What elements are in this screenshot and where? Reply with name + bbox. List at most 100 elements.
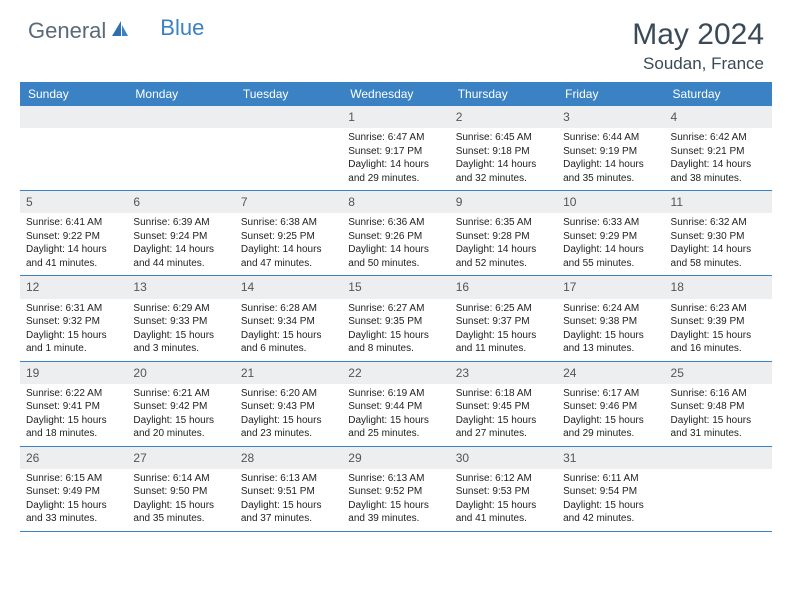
daylight-text: Daylight: 14 hours and 29 minutes.	[348, 158, 443, 185]
empty-day	[127, 106, 234, 128]
day-header: Wednesday	[342, 82, 449, 106]
daylight-text: Daylight: 14 hours and 58 minutes.	[671, 243, 766, 270]
sunrise-text: Sunrise: 6:27 AM	[348, 302, 443, 316]
day-cell: 7Sunrise: 6:38 AMSunset: 9:25 PMDaylight…	[235, 191, 342, 275]
day-number: 23	[450, 362, 557, 384]
daylight-text: Daylight: 15 hours and 39 minutes.	[348, 499, 443, 526]
day-cell: 8Sunrise: 6:36 AMSunset: 9:26 PMDaylight…	[342, 191, 449, 275]
sunset-text: Sunset: 9:49 PM	[26, 485, 121, 499]
daylight-text: Daylight: 15 hours and 27 minutes.	[456, 414, 551, 441]
sunrise-text: Sunrise: 6:47 AM	[348, 131, 443, 145]
day-cell: 5Sunrise: 6:41 AMSunset: 9:22 PMDaylight…	[20, 191, 127, 275]
logo-text-blue: Blue	[160, 15, 204, 41]
day-cell	[665, 447, 772, 531]
day-cell: 13Sunrise: 6:29 AMSunset: 9:33 PMDayligh…	[127, 276, 234, 360]
day-header-row: SundayMondayTuesdayWednesdayThursdayFrid…	[20, 82, 772, 106]
day-header: Monday	[127, 82, 234, 106]
day-number: 26	[20, 447, 127, 469]
sunrise-text: Sunrise: 6:25 AM	[456, 302, 551, 316]
day-cell: 12Sunrise: 6:31 AMSunset: 9:32 PMDayligh…	[20, 276, 127, 360]
sunrise-text: Sunrise: 6:36 AM	[348, 216, 443, 230]
day-number: 21	[235, 362, 342, 384]
header: General Blue May 2024 Soudan, France	[0, 0, 792, 82]
location-text: Soudan, France	[632, 54, 764, 74]
sunrise-text: Sunrise: 6:28 AM	[241, 302, 336, 316]
month-title: May 2024	[632, 18, 764, 52]
day-number: 10	[557, 191, 664, 213]
sunset-text: Sunset: 9:28 PM	[456, 230, 551, 244]
sunset-text: Sunset: 9:51 PM	[241, 485, 336, 499]
day-details: Sunrise: 6:39 AMSunset: 9:24 PMDaylight:…	[127, 213, 234, 275]
day-cell: 20Sunrise: 6:21 AMSunset: 9:42 PMDayligh…	[127, 362, 234, 446]
sunset-text: Sunset: 9:50 PM	[133, 485, 228, 499]
day-details: Sunrise: 6:32 AMSunset: 9:30 PMDaylight:…	[665, 213, 772, 275]
day-cell	[127, 106, 234, 190]
day-details: Sunrise: 6:11 AMSunset: 9:54 PMDaylight:…	[557, 469, 664, 531]
sunset-text: Sunset: 9:32 PM	[26, 315, 121, 329]
sunrise-text: Sunrise: 6:42 AM	[671, 131, 766, 145]
sunrise-text: Sunrise: 6:35 AM	[456, 216, 551, 230]
day-number: 18	[665, 276, 772, 298]
sunset-text: Sunset: 9:18 PM	[456, 145, 551, 159]
day-number: 3	[557, 106, 664, 128]
day-details: Sunrise: 6:35 AMSunset: 9:28 PMDaylight:…	[450, 213, 557, 275]
day-cell: 18Sunrise: 6:23 AMSunset: 9:39 PMDayligh…	[665, 276, 772, 360]
day-cell: 2Sunrise: 6:45 AMSunset: 9:18 PMDaylight…	[450, 106, 557, 190]
day-number: 20	[127, 362, 234, 384]
sunrise-text: Sunrise: 6:39 AM	[133, 216, 228, 230]
day-details: Sunrise: 6:15 AMSunset: 9:49 PMDaylight:…	[20, 469, 127, 531]
day-cell	[20, 106, 127, 190]
day-number: 14	[235, 276, 342, 298]
title-block: May 2024 Soudan, France	[632, 18, 764, 74]
sunrise-text: Sunrise: 6:29 AM	[133, 302, 228, 316]
sunrise-text: Sunrise: 6:12 AM	[456, 472, 551, 486]
day-number: 24	[557, 362, 664, 384]
daylight-text: Daylight: 14 hours and 47 minutes.	[241, 243, 336, 270]
day-number: 12	[20, 276, 127, 298]
day-cell: 9Sunrise: 6:35 AMSunset: 9:28 PMDaylight…	[450, 191, 557, 275]
sunrise-text: Sunrise: 6:45 AM	[456, 131, 551, 145]
daylight-text: Daylight: 15 hours and 33 minutes.	[26, 499, 121, 526]
day-cell: 1Sunrise: 6:47 AMSunset: 9:17 PMDaylight…	[342, 106, 449, 190]
day-details: Sunrise: 6:17 AMSunset: 9:46 PMDaylight:…	[557, 384, 664, 446]
sunset-text: Sunset: 9:33 PM	[133, 315, 228, 329]
day-details: Sunrise: 6:29 AMSunset: 9:33 PMDaylight:…	[127, 299, 234, 361]
sunset-text: Sunset: 9:53 PM	[456, 485, 551, 499]
day-details: Sunrise: 6:25 AMSunset: 9:37 PMDaylight:…	[450, 299, 557, 361]
sunset-text: Sunset: 9:41 PM	[26, 400, 121, 414]
daylight-text: Daylight: 15 hours and 13 minutes.	[563, 329, 658, 356]
day-details: Sunrise: 6:16 AMSunset: 9:48 PMDaylight:…	[665, 384, 772, 446]
day-header: Sunday	[20, 82, 127, 106]
sunrise-text: Sunrise: 6:23 AM	[671, 302, 766, 316]
sunrise-text: Sunrise: 6:13 AM	[241, 472, 336, 486]
sunset-text: Sunset: 9:30 PM	[671, 230, 766, 244]
daylight-text: Daylight: 15 hours and 41 minutes.	[456, 499, 551, 526]
day-cell: 25Sunrise: 6:16 AMSunset: 9:48 PMDayligh…	[665, 362, 772, 446]
day-details: Sunrise: 6:24 AMSunset: 9:38 PMDaylight:…	[557, 299, 664, 361]
day-details: Sunrise: 6:13 AMSunset: 9:52 PMDaylight:…	[342, 469, 449, 531]
daylight-text: Daylight: 15 hours and 1 minute.	[26, 329, 121, 356]
empty-day	[665, 447, 772, 469]
week-row: 5Sunrise: 6:41 AMSunset: 9:22 PMDaylight…	[20, 191, 772, 276]
day-details: Sunrise: 6:18 AMSunset: 9:45 PMDaylight:…	[450, 384, 557, 446]
day-number: 4	[665, 106, 772, 128]
sunrise-text: Sunrise: 6:21 AM	[133, 387, 228, 401]
daylight-text: Daylight: 14 hours and 35 minutes.	[563, 158, 658, 185]
day-details: Sunrise: 6:23 AMSunset: 9:39 PMDaylight:…	[665, 299, 772, 361]
daylight-text: Daylight: 15 hours and 16 minutes.	[671, 329, 766, 356]
day-details: Sunrise: 6:42 AMSunset: 9:21 PMDaylight:…	[665, 128, 772, 190]
day-cell: 28Sunrise: 6:13 AMSunset: 9:51 PMDayligh…	[235, 447, 342, 531]
day-cell: 24Sunrise: 6:17 AMSunset: 9:46 PMDayligh…	[557, 362, 664, 446]
daylight-text: Daylight: 14 hours and 38 minutes.	[671, 158, 766, 185]
day-cell: 23Sunrise: 6:18 AMSunset: 9:45 PMDayligh…	[450, 362, 557, 446]
sunset-text: Sunset: 9:46 PM	[563, 400, 658, 414]
sunset-text: Sunset: 9:42 PM	[133, 400, 228, 414]
day-number: 13	[127, 276, 234, 298]
day-cell: 26Sunrise: 6:15 AMSunset: 9:49 PMDayligh…	[20, 447, 127, 531]
sunset-text: Sunset: 9:22 PM	[26, 230, 121, 244]
day-details: Sunrise: 6:31 AMSunset: 9:32 PMDaylight:…	[20, 299, 127, 361]
day-number: 30	[450, 447, 557, 469]
day-details: Sunrise: 6:41 AMSunset: 9:22 PMDaylight:…	[20, 213, 127, 275]
sunrise-text: Sunrise: 6:19 AM	[348, 387, 443, 401]
day-number: 15	[342, 276, 449, 298]
